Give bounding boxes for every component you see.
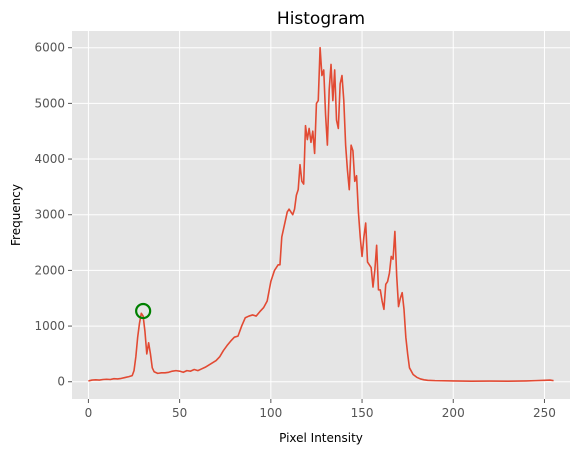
grid xyxy=(72,31,570,399)
x-axis-label: Pixel Intensity xyxy=(279,431,363,445)
y-axis-ticks: 0 1000 2000 3000 4000 5000 6000 xyxy=(34,41,72,389)
x-tick-label: 0 xyxy=(85,406,93,420)
y-tick-label: 5000 xyxy=(34,96,65,110)
y-tick-label: 6000 xyxy=(34,41,65,55)
y-tick-label: 4000 xyxy=(34,152,65,166)
chart-title: Histogram xyxy=(277,9,365,29)
y-tick-label: 0 xyxy=(57,375,65,389)
x-tick-label: 250 xyxy=(533,406,556,420)
x-tick-label: 50 xyxy=(172,406,187,420)
y-axis-label: Frequency xyxy=(9,184,23,246)
series-line xyxy=(88,46,554,382)
x-tick-label: 150 xyxy=(351,406,374,420)
x-tick-label: 200 xyxy=(442,406,465,420)
y-tick-label: 1000 xyxy=(34,319,65,333)
y-tick-label: 2000 xyxy=(34,263,65,277)
peak-circle-marker xyxy=(135,302,152,320)
x-axis-ticks: 0 50 100 150 200 250 xyxy=(85,399,556,420)
x-tick-label: 100 xyxy=(259,406,282,420)
y-tick-label: 3000 xyxy=(34,208,65,222)
